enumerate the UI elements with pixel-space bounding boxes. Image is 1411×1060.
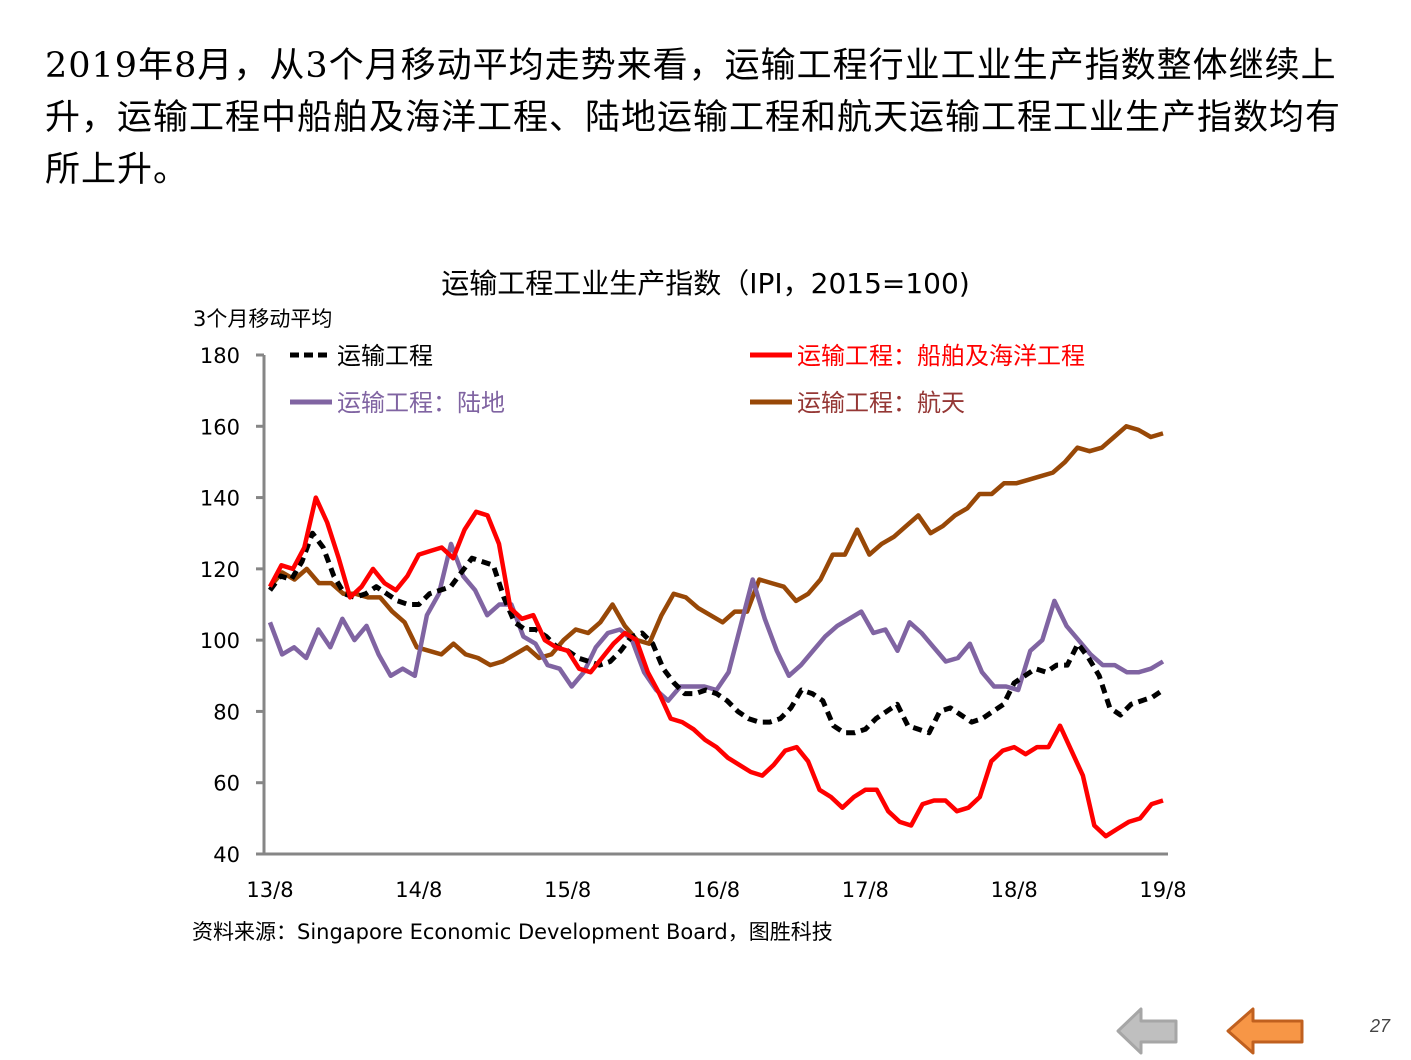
series-line-0 xyxy=(267,530,1165,736)
summary-text: 2019年8月，从3个月移动平均走势来看，运输工程行业工业生产指数整体继续上升，… xyxy=(45,46,1342,190)
x-tick-label: 18/8 xyxy=(991,878,1038,902)
y-tick-label: 40 xyxy=(213,843,240,867)
legend-label: 运输工程：船舶及海洋工程 xyxy=(797,342,1085,370)
x-tick-label: 19/8 xyxy=(1139,878,1186,902)
x-tick-label: 16/8 xyxy=(693,878,740,902)
y-tick-label: 140 xyxy=(200,487,240,511)
series-line-2 xyxy=(267,541,1165,703)
y-axis-label: 3个月移动平均 xyxy=(193,307,333,331)
x-tick-label: 13/8 xyxy=(246,878,293,902)
y-tick-label: 180 xyxy=(200,344,240,368)
legend-item: 运输工程 xyxy=(290,342,433,370)
orange-left-arrow-icon xyxy=(1226,1007,1304,1055)
series-line-1 xyxy=(268,495,1164,839)
x-tick-label: 15/8 xyxy=(544,878,591,902)
axes: 40 60 80 100 120 140 160 180 13/8 14/8 15/8 16/8 17/… xyxy=(200,344,1187,902)
back-button[interactable] xyxy=(1114,1006,1180,1060)
y-tick-label: 160 xyxy=(200,415,240,439)
legend-label: 运输工程：陆地 xyxy=(337,389,505,417)
y-tick-label: 100 xyxy=(200,629,240,653)
legend-item: 运输工程：船舶及海洋工程 xyxy=(750,342,1085,370)
y-tick-label: 80 xyxy=(213,700,240,724)
legend-label: 运输工程 xyxy=(337,342,433,370)
page-number: 27 xyxy=(1370,1016,1391,1036)
series-line-3 xyxy=(268,424,1164,668)
y-tick-label: 60 xyxy=(213,772,240,796)
legend-label: 运输工程：航天 xyxy=(797,389,965,417)
y-tick-label: 120 xyxy=(200,558,240,582)
legend-item: 运输工程：陆地 xyxy=(290,389,505,417)
x-tick-label: 14/8 xyxy=(395,878,442,902)
legend-item: 运输工程：航天 xyxy=(750,389,965,417)
x-tick-label: 17/8 xyxy=(842,878,889,902)
chart-title: 运输工程工业生产指数（IPI，2015=100) xyxy=(441,267,970,300)
previous-button[interactable] xyxy=(1224,1006,1306,1060)
series-lines xyxy=(267,424,1165,839)
gray-left-arrow-icon xyxy=(1116,1007,1178,1055)
source-note: 资料来源：Singapore Economic Development Boar… xyxy=(192,920,833,944)
